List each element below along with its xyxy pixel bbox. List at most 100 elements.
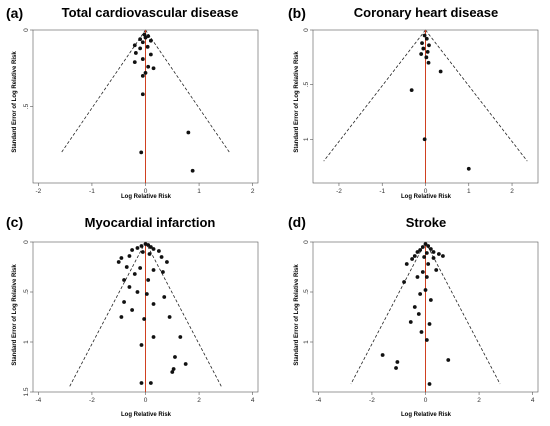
panel-b-study-point [427, 43, 431, 48]
panel-b-y-axis-label: Standard Error of Log Relative Risk [294, 51, 300, 153]
panel-c-study-point [147, 252, 152, 256]
panel-b-study-point [422, 33, 427, 38]
panel-d-study-point [427, 382, 432, 386]
panel-b-study-point [424, 55, 429, 60]
panel-c-funnel-left-line [69, 241, 146, 388]
panel-b-study-point [438, 69, 443, 74]
panel-d-study-point [426, 244, 431, 248]
panel-d-x-tick-label: -4 [315, 397, 321, 404]
panel-b-letter: (b) [288, 5, 306, 21]
panel-a-x-tick-label: 1 [197, 188, 201, 195]
panel-b-title: Coronary heart disease [354, 5, 499, 20]
panel-d-y-axis-label: Standard Error of Log Relative Risk [294, 264, 300, 366]
panel-d-study-point [420, 270, 425, 274]
panel-b-y-tick-label: 1 [303, 137, 310, 141]
panel-c-study-point [183, 362, 188, 366]
panel-b-study-point [426, 60, 431, 65]
panel-c-funnel-right-line [145, 241, 222, 388]
panel-a-study-point [190, 168, 195, 173]
panel-b-x-tick-label: 2 [510, 188, 514, 195]
panel-c-study-point [151, 302, 156, 306]
panel-c-letter: (c) [6, 214, 23, 230]
panel-d-study-point [423, 288, 428, 292]
panel-a-study-point [138, 46, 143, 51]
panel-a-x-tick-label: 0 [144, 188, 148, 195]
panel-c-study-point [165, 260, 169, 264]
panel-c-study-point [142, 317, 147, 321]
panel-b-study-point [425, 49, 430, 54]
panel-c-study-point [138, 266, 143, 270]
panel-c-study-point [159, 255, 164, 259]
panel-d-study-point [415, 275, 420, 279]
panel-b-study-point [422, 137, 427, 142]
panel-a-letter: (a) [6, 5, 23, 21]
panel-d-study-point [441, 254, 445, 258]
panel-d-funnel-left-line [350, 241, 426, 385]
panel-d-funnel-right-line [425, 241, 501, 385]
panel-c-study-point [132, 272, 137, 276]
panel-a-study-point [145, 44, 150, 49]
panel-c-study-point [127, 285, 132, 289]
panel-c-study-point [119, 315, 124, 319]
panel-a-study-point [146, 64, 151, 69]
panel-d-study-point [420, 245, 425, 249]
panel-c-study-point [178, 335, 183, 339]
panel-a-study-point [148, 52, 153, 57]
panel-c-y-tick-label: .5 [23, 289, 30, 295]
panel-d-x-tick-label: -2 [369, 397, 375, 404]
panel-d-y-tick-label: .5 [303, 289, 310, 295]
panel-a-study-point [132, 43, 137, 48]
panel-a-study-point [140, 92, 145, 97]
panel-c-study-point [130, 308, 135, 312]
panel-c-y-tick-label: 1.5 [23, 387, 30, 396]
panel-b-funnel-right-line [425, 29, 528, 162]
panel-c-x-tick-label: 0 [144, 397, 148, 404]
panel-c-study-point [146, 243, 151, 247]
panel-a-x-tick-label: -1 [89, 188, 95, 195]
panel-d-study-point [412, 254, 417, 258]
panel-c-study-point [122, 278, 126, 282]
panel-c-study-point [161, 270, 165, 274]
panel-c-study-point [135, 290, 140, 294]
panel-d-study-point [428, 247, 433, 251]
panel-a-study-point [148, 38, 153, 43]
panel-c-study-point [170, 370, 175, 374]
panel-a-study-point [132, 60, 137, 65]
panel-c-study-point [122, 300, 126, 304]
panel-d-study-point [424, 275, 429, 279]
panel-d-study-point [412, 305, 417, 309]
panel-d-study-point [419, 330, 424, 334]
panel-c-study-point [148, 381, 153, 385]
panel-c-study-point [151, 335, 156, 339]
panel-a-x-axis-label: Log Relative Risk [121, 194, 172, 200]
panel-d-study-point [424, 251, 429, 255]
panel-c-study-point [146, 278, 151, 282]
panel-a-x-tick-label: 2 [251, 188, 255, 195]
panel-d-letter: (d) [288, 214, 306, 230]
panel-d-study-point [431, 256, 436, 260]
panel-b-study-point [409, 88, 414, 93]
panel-c-study-point [124, 265, 129, 269]
panel-c-study-point [148, 245, 153, 249]
panel-d-x-tick-label: 4 [531, 397, 535, 404]
panel-d-study-point [395, 360, 400, 364]
panel-c-y-axis-label: Standard Error of Log Relative Risk [12, 264, 18, 366]
panel-d-study-point [426, 262, 431, 266]
panel-d-study-point [427, 322, 432, 326]
panel-a-plot-area: -2 -1 0 1 2 0 .5 [23, 28, 259, 195]
panel-a-study-point [140, 40, 145, 45]
panel-d-study-point [410, 257, 415, 261]
panel-b-funnel-left-line [323, 29, 426, 162]
panel-d-study-point [428, 298, 433, 302]
panel-c-y-tick-label: 1 [23, 340, 30, 344]
panel-b-x-tick-label: -1 [379, 188, 385, 195]
panel-c-study-point [151, 247, 156, 251]
panel-a-study-point [143, 35, 148, 40]
panel-a-y-axis-label: Standard Error of Log Relative Risk [12, 51, 18, 153]
panel-c-study-point [156, 249, 161, 253]
panel-d-plot-area: -4 -2 0 2 4 0 .5 1 [303, 240, 539, 404]
panel-c-x-axis-label: Log Relative Risk [121, 412, 172, 418]
panel-a-study-point [140, 57, 145, 61]
panel-c-x-tick-label: -4 [35, 397, 41, 404]
